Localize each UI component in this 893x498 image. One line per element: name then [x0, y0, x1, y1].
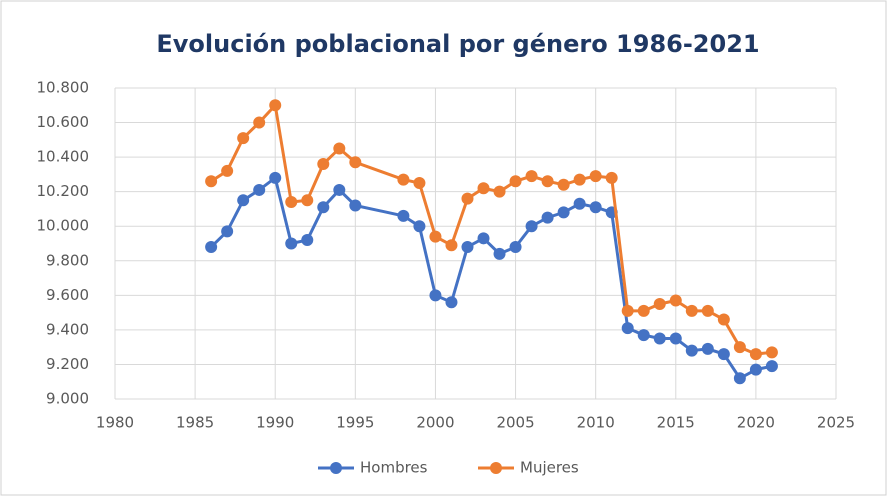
point [525, 220, 538, 233]
x-tick-label: 1995 [336, 414, 374, 432]
x-tick-label: 2010 [577, 414, 615, 432]
point [637, 304, 650, 317]
y-tick-label: 10.400 [37, 148, 90, 166]
point [237, 194, 250, 207]
y-tick-label: 9.000 [46, 390, 89, 408]
point [621, 322, 634, 335]
point [285, 237, 298, 250]
x-tick-label: 2000 [416, 414, 454, 432]
point [253, 116, 266, 129]
point [397, 209, 410, 222]
point [573, 173, 586, 186]
x-tick-label: 1985 [176, 414, 214, 432]
point [605, 171, 618, 184]
y-tick-label: 10.600 [37, 113, 90, 131]
point [701, 304, 714, 317]
point [269, 171, 282, 184]
point [221, 164, 234, 177]
point [461, 240, 474, 253]
point [717, 348, 730, 361]
point [717, 313, 730, 326]
point [413, 177, 426, 190]
point [493, 185, 506, 198]
point [477, 232, 490, 245]
y-tick-label: 9.200 [46, 355, 89, 373]
point [301, 234, 314, 247]
y-tick-label: 9.800 [46, 251, 89, 269]
y-tick-label: 10.800 [37, 79, 90, 97]
point [461, 192, 474, 205]
point [317, 201, 330, 214]
point [557, 206, 570, 219]
legend-marker [490, 462, 502, 474]
y-tick-label: 10.200 [37, 182, 90, 200]
point [253, 183, 266, 196]
point [653, 297, 666, 310]
point [333, 142, 346, 155]
point [765, 346, 778, 359]
x-tick-label: 2005 [496, 414, 534, 432]
point [333, 183, 346, 196]
point [589, 170, 602, 183]
point [429, 230, 442, 243]
x-tick-label: 1990 [256, 414, 294, 432]
point [621, 304, 634, 317]
series-line [210, 175, 773, 381]
point [685, 344, 698, 357]
point [445, 296, 458, 309]
point [269, 99, 282, 112]
point [733, 341, 746, 354]
point [589, 201, 602, 214]
point [237, 132, 250, 145]
point [525, 170, 538, 183]
point [701, 342, 714, 355]
point [733, 372, 746, 385]
point [669, 294, 682, 307]
y-tick-label: 10.000 [37, 217, 90, 235]
x-tick-label: 2015 [657, 414, 695, 432]
point [493, 247, 506, 260]
point [557, 178, 570, 191]
point [397, 173, 410, 186]
point [349, 156, 362, 169]
point [477, 182, 490, 195]
point [541, 175, 554, 188]
legend-marker [330, 462, 342, 474]
series-line [210, 102, 773, 356]
point [749, 363, 762, 376]
legend-label: Hombres [360, 459, 428, 477]
point [573, 197, 586, 210]
point [509, 240, 522, 253]
point [205, 240, 218, 253]
point [637, 329, 650, 342]
point [653, 332, 666, 345]
point [541, 211, 554, 224]
legend-label: Mujeres [520, 459, 579, 477]
x-tick-label: 2020 [737, 414, 775, 432]
point [445, 239, 458, 252]
point [349, 199, 362, 212]
point [221, 225, 234, 238]
point [669, 332, 682, 345]
y-tick-label: 9.400 [46, 320, 89, 338]
point [509, 175, 522, 188]
x-tick-label: 1980 [96, 414, 134, 432]
point [685, 304, 698, 317]
point [429, 289, 442, 302]
x-tick-label: 2025 [817, 414, 855, 432]
point [285, 196, 298, 209]
y-tick-label: 9.600 [46, 286, 89, 304]
point [301, 194, 314, 207]
point [413, 220, 426, 233]
point [765, 360, 778, 373]
point [317, 158, 330, 171]
point [749, 348, 762, 361]
point [205, 175, 218, 188]
chart-title: Evolución poblacional por género 1986-20… [156, 30, 759, 58]
